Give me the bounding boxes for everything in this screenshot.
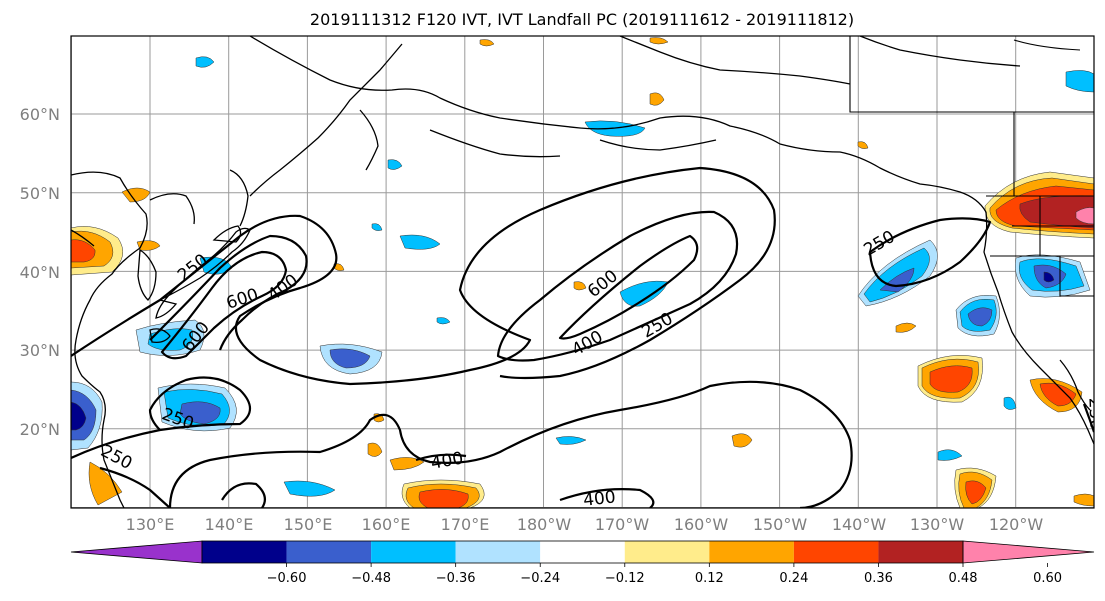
lon-label: 150°W — [753, 515, 808, 534]
lon-label: 160°E — [362, 515, 411, 534]
shade-patch — [965, 480, 987, 505]
shade-patch — [879, 267, 915, 293]
coastlines — [71, 36, 1094, 508]
lat-label: 50°N — [20, 184, 60, 203]
shade-patch — [436, 317, 451, 325]
lon-label: 140°W — [832, 515, 887, 534]
lon-label: 130°E — [126, 515, 175, 534]
shade-patch — [389, 457, 425, 471]
map-frame — [70, 35, 1095, 509]
shade-patch — [387, 159, 403, 170]
shade-patch — [479, 39, 495, 47]
colorbar-tick-label: −0.48 — [351, 571, 391, 586]
colorbar-tick-label: 0.36 — [864, 571, 893, 586]
colorbar: −0.60 −0.48 −0.36 −0.24 −0.12 0.12 0.24 0.36 0.4… — [70, 540, 1095, 586]
colorbar-segment — [709, 541, 794, 563]
colorbar-extend-low — [70, 540, 203, 564]
shade-patch — [1039, 382, 1077, 407]
lat-label: 60°N — [20, 105, 60, 124]
shade-patch — [399, 234, 441, 250]
colorbar-tick-label: 0.12 — [695, 571, 724, 586]
shade-patch — [333, 263, 345, 271]
longitude-labels: 130°E 140°E 150°E 160°E 170°E 180°W 170°… — [126, 515, 1044, 534]
colorbar-tick-label: −0.36 — [436, 571, 476, 586]
borders — [849, 36, 1094, 297]
shade-patch — [1065, 70, 1094, 93]
lon-label: 160°W — [674, 515, 729, 534]
shade-patch — [1043, 271, 1055, 283]
lat-label: 30°N — [20, 341, 60, 360]
shade-patch — [195, 56, 215, 68]
lon-label: 140°E — [205, 515, 254, 534]
shade-patch — [929, 365, 973, 393]
latitude-labels: 60°N 50°N 40°N 30°N 20°N — [20, 105, 60, 439]
shade-patch — [1003, 396, 1017, 410]
contour-label: 400 — [582, 487, 616, 510]
colorbar-segment — [878, 541, 963, 563]
colorbar-tick-label: 0.24 — [779, 571, 808, 586]
colorbar-tick-label: −0.12 — [605, 571, 645, 586]
shade-patch — [371, 223, 383, 231]
shade-patch — [1075, 207, 1094, 225]
colorbar-tick-label: −0.60 — [267, 571, 307, 586]
shade-patch — [619, 280, 669, 307]
colorbar-segment — [540, 541, 625, 563]
lat-label: 40°N — [20, 263, 60, 282]
colorbar-segment — [624, 541, 710, 563]
shade-patch — [179, 401, 221, 425]
shade-patch — [857, 141, 869, 149]
shade-patch — [367, 442, 383, 457]
lon-label: 170°E — [441, 515, 490, 534]
shade-patch — [555, 436, 587, 445]
colorbar-tick-label: 0.60 — [1033, 571, 1062, 586]
shade-patch — [649, 92, 665, 106]
ivt-contours — [71, 166, 1094, 508]
shade-patch — [895, 322, 917, 333]
lon-label: 180°W — [517, 515, 572, 534]
lon-label: 150°E — [284, 515, 333, 534]
colorbar-segment — [455, 541, 541, 563]
colorbar-segment — [371, 541, 456, 563]
shade-patch — [283, 480, 336, 497]
shade-patch — [71, 239, 96, 263]
lon-label: 130°W — [910, 515, 965, 534]
shade-patch — [71, 401, 87, 431]
colorbar-segment — [202, 541, 287, 563]
lon-label: 120°W — [989, 515, 1044, 534]
shade-patch — [147, 328, 193, 351]
shade-patch — [418, 489, 469, 508]
colorbar-tick-label: −0.24 — [520, 571, 560, 586]
lon-label: 170°W — [595, 515, 650, 534]
shade-patch — [1073, 493, 1094, 507]
shade-patch — [329, 348, 371, 369]
colorbar-extend-high — [962, 540, 1095, 564]
colorbar-segment — [793, 541, 879, 563]
colorbar-segment — [286, 541, 372, 563]
shade-patch — [731, 433, 753, 448]
shade-patch — [967, 307, 993, 327]
map-title: 2019111312 F120 IVT, IVT Landfall PC (20… — [310, 10, 854, 29]
colorbar-outline — [201, 540, 964, 564]
shade-patch — [937, 449, 963, 461]
contour-label: 250 — [1084, 397, 1105, 430]
shade-patch — [649, 37, 669, 45]
lat-label: 20°N — [20, 420, 60, 439]
shade-patch — [863, 247, 930, 303]
shade-patch — [573, 281, 587, 291]
colorbar-tick-label: 0.48 — [949, 571, 978, 586]
